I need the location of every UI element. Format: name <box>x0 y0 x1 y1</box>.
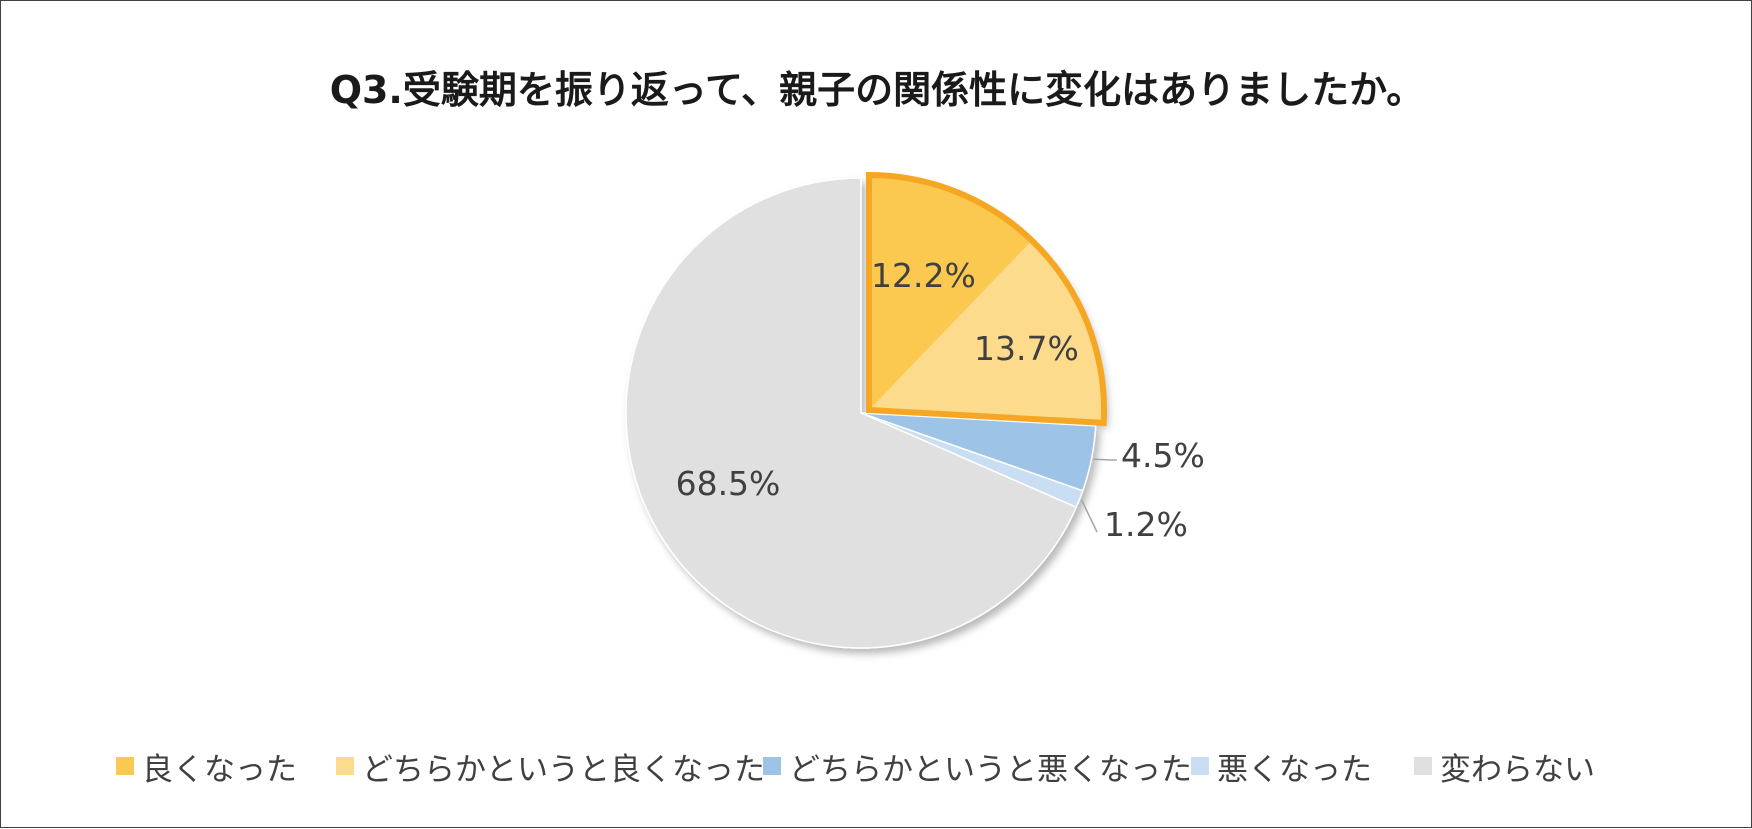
legend: 良くなった どちらかというと良くなった どちらかというと悪くなった 悪くなった 変わらな… <box>1 741 1752 791</box>
legend-swatch <box>116 757 134 775</box>
leader-line-somewhat-bad <box>1093 458 1117 461</box>
legend-item-somewhat-good: どちらかというと良くなった <box>336 741 765 791</box>
slice-unchanged <box>625 177 1078 649</box>
legend-item-unchanged: 変わらない <box>1414 741 1595 791</box>
legend-swatch <box>1191 757 1209 775</box>
legend-item-bad: 悪くなった <box>1191 741 1372 791</box>
legend-label: 良くなった <box>142 751 297 788</box>
legend-swatch <box>1414 757 1432 775</box>
label-good: 12.2% <box>871 256 976 295</box>
legend-label: 悪くなった <box>1217 751 1372 788</box>
legend-label: どちらかというと悪くなった <box>789 751 1192 788</box>
legend-item-somewhat-bad: どちらかというと悪くなった <box>763 741 1192 791</box>
highlight-border <box>866 171 1108 427</box>
label-somewhat-bad: 4.5% <box>1121 436 1205 475</box>
leader-line-bad <box>1080 499 1098 533</box>
slice-somewhat-good <box>869 240 1104 423</box>
label-somewhat-good: 13.7% <box>974 329 1079 368</box>
highlight-outline <box>866 171 1108 427</box>
slice-good <box>869 175 1032 410</box>
label-bad: 1.2% <box>1104 505 1188 544</box>
leader-lines <box>1080 458 1117 533</box>
chart-title: Q3.受験期を振り返って、親子の関係性に変化はありましたか。 <box>329 68 1425 112</box>
legend-label: どちらかというと良くなった <box>362 751 765 788</box>
legend-item-good: 良くなった <box>116 741 297 791</box>
legend-swatch <box>336 757 354 775</box>
pie-slices <box>625 175 1104 649</box>
legend-swatch <box>763 757 781 775</box>
data-labels: 12.2% 13.7% 4.5% 1.2% 68.5% <box>676 256 1205 544</box>
legend-label: 変わらない <box>1440 751 1595 788</box>
label-unchanged: 68.5% <box>676 464 781 503</box>
